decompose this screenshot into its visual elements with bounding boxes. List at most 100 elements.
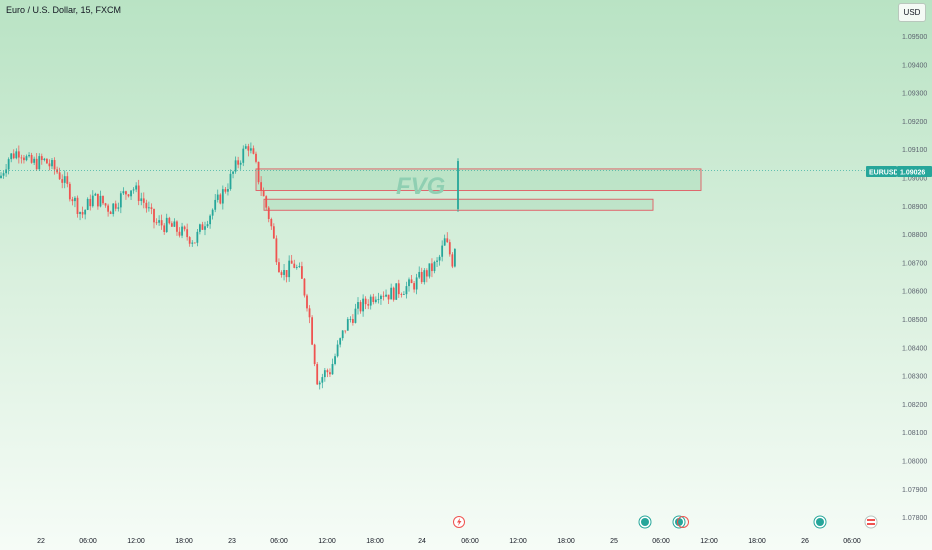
time-tick-label: 06:00 (79, 538, 97, 545)
candle-body (196, 231, 199, 243)
candle-body (63, 176, 66, 183)
candle-body (206, 224, 209, 227)
candle-body (362, 298, 364, 312)
candle-body (76, 197, 79, 214)
candle-body (84, 209, 87, 215)
time-tick-label: 18:00 (366, 538, 384, 545)
candle-body (201, 224, 204, 230)
candle-body (43, 158, 46, 161)
candle-body (290, 260, 293, 264)
candle-body (114, 203, 117, 209)
candle-body (224, 189, 227, 192)
candle-body (30, 154, 33, 163)
candle-body (244, 146, 247, 149)
price-axis[interactable]: 1.09500 1.09400 1.09300 1.09200 1.09100 1.090… (902, 34, 927, 522)
candle-body (119, 193, 122, 208)
candle-body (130, 190, 132, 197)
candle-body (446, 238, 449, 243)
candle-body (272, 226, 275, 239)
price-tick-label: 1.08000 (902, 459, 927, 466)
candle-body (326, 370, 329, 373)
time-tick-label: 12:00 (318, 538, 336, 545)
time-tick-label: 12:00 (127, 538, 145, 545)
candle-body (20, 157, 23, 159)
last-price-value: 1.09026 (900, 170, 925, 177)
candle-body (410, 279, 413, 284)
price-tick-label: 1.08200 (902, 402, 927, 409)
candle-body (181, 226, 183, 236)
fvg-zone[interactable] (255, 168, 702, 191)
candle-body (397, 283, 400, 295)
candle-body (237, 160, 240, 165)
symbol-title[interactable]: Euro / U.S. Dollar, 15, FXCM (6, 5, 122, 15)
candle-body (313, 344, 316, 365)
candle-body (436, 260, 438, 262)
candle-body (86, 198, 89, 210)
event-dot[interactable] (672, 515, 689, 529)
fvg-zones (255, 168, 702, 211)
time-tick-label: 18:00 (175, 538, 193, 545)
candle-body (443, 238, 446, 246)
candle-body (99, 195, 102, 207)
lightning-icon[interactable] (453, 516, 465, 528)
price-tick-label: 1.09500 (902, 34, 927, 41)
candle-body (280, 272, 283, 275)
candle-body (168, 217, 171, 224)
time-tick-label: 24 (418, 538, 426, 545)
candle-body (0, 175, 2, 178)
candle-body (418, 271, 421, 278)
candle-body (58, 172, 61, 180)
candle-body (400, 294, 403, 295)
candle-body (408, 279, 410, 287)
candle-body (12, 153, 15, 159)
candle-body (89, 198, 92, 207)
candle-body (28, 154, 30, 157)
candle-body (142, 198, 145, 203)
candle-body (51, 160, 53, 167)
candle-body (341, 330, 344, 339)
candle-body (170, 223, 173, 227)
candle-body (178, 231, 181, 236)
candle-body (140, 198, 143, 202)
candle-body (385, 294, 387, 297)
candle-body (33, 158, 36, 163)
candle-body (257, 161, 260, 183)
candle-body (250, 148, 252, 151)
price-tick-label: 1.08600 (902, 289, 927, 296)
candle-body (242, 148, 245, 163)
last-price-tag: EURUSD 1.09026 (866, 166, 932, 177)
event-dot[interactable] (813, 515, 827, 529)
candle-body (79, 212, 81, 214)
price-tick-label: 1.07800 (902, 515, 927, 522)
candle-body (308, 308, 311, 318)
candle-body (68, 183, 71, 200)
event-dot[interactable] (638, 515, 652, 529)
candle-body (413, 283, 415, 290)
candle-body (329, 372, 331, 375)
time-tick-label: 26 (801, 538, 809, 545)
candle-body (367, 304, 370, 306)
candle-body (451, 254, 454, 267)
candle-body (5, 169, 7, 174)
candle-body (275, 238, 278, 263)
time-tick-label: 23 (228, 538, 236, 545)
candle-body (364, 298, 367, 305)
candle-body (441, 245, 444, 257)
flag-icon[interactable] (864, 515, 878, 529)
time-axis[interactable]: 22 06:00 12:00 18:00 23 06:00 12:00 18:00 24 06:0… (37, 538, 861, 545)
candle-body (336, 344, 339, 357)
price-tick-label: 1.08400 (902, 345, 927, 352)
candle-body (7, 159, 10, 170)
time-tick-label: 06:00 (270, 538, 288, 545)
candle-body (387, 294, 390, 300)
candle-body (306, 295, 308, 309)
candle-body (293, 263, 296, 268)
currency-button[interactable]: USD (898, 3, 926, 22)
candle-body (278, 262, 280, 273)
candle-body (288, 260, 291, 278)
candle-body (117, 207, 120, 209)
candle-body (165, 217, 168, 232)
price-tick-label: 1.09100 (902, 147, 927, 154)
